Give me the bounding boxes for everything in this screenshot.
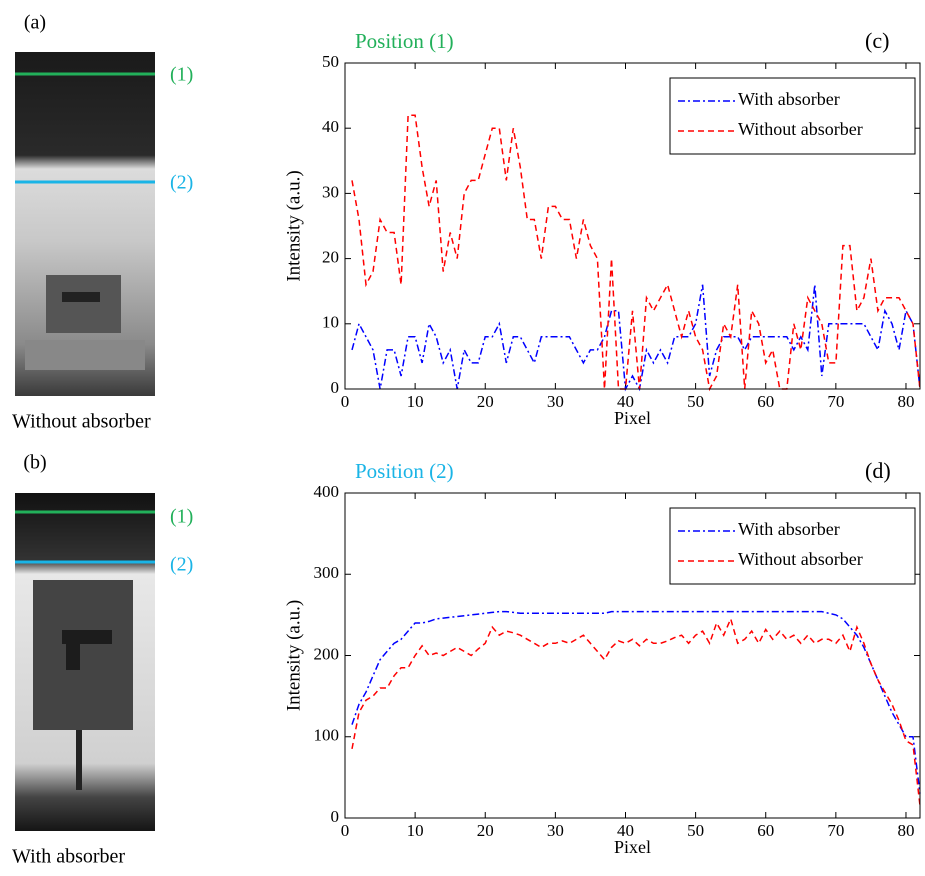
y-tick-label: 30: [322, 182, 339, 201]
axes-box: [344, 62, 921, 390]
legend-label: With absorber: [738, 519, 840, 539]
y-tick-label: 10: [322, 313, 339, 332]
x-axis-label: Pixel: [614, 408, 651, 428]
legend-box: [669, 507, 916, 585]
y-tick-label: 400: [314, 482, 340, 501]
marker-label: (2): [170, 172, 193, 194]
y-tick-label: 0: [331, 807, 340, 826]
y-tick-label: 20: [322, 248, 339, 267]
x-tick-label: 20: [477, 821, 494, 840]
y-axis-label: Intensity (a.u.): [283, 170, 304, 281]
series-line: [351, 610, 921, 794]
marker-label: (1): [170, 64, 193, 86]
legend-label: Without absorber: [738, 119, 863, 139]
x-tick-label: 70: [827, 392, 844, 411]
chart-title: Position (2): [355, 459, 454, 483]
x-tick-label: 40: [617, 392, 634, 411]
y-tick-label: 100: [314, 726, 340, 745]
marker-label: (2): [170, 554, 193, 576]
panel-label: (a): [24, 12, 46, 34]
x-tick-label: 80: [897, 821, 914, 840]
x-tick-label: 60: [757, 392, 774, 411]
x-tick-label: 60: [757, 821, 774, 840]
legend-label: Without absorber: [738, 549, 863, 569]
axes-box: [344, 492, 921, 819]
chart-title: Position (1): [355, 29, 454, 53]
image: [15, 52, 155, 396]
series-line: [351, 114, 921, 392]
panel-label: (d): [865, 458, 891, 483]
x-tick-label: 80: [897, 392, 914, 411]
marker-label: (1): [170, 506, 193, 528]
legend-label: With absorber: [738, 89, 840, 109]
x-axis-label: Pixel: [614, 837, 651, 857]
x-tick-label: 50: [687, 821, 704, 840]
series-line: [351, 284, 921, 392]
y-tick-label: 50: [322, 52, 339, 71]
image: [15, 493, 155, 831]
x-tick-label: 0: [341, 821, 350, 840]
x-tick-label: 30: [547, 821, 564, 840]
y-tick-label: 300: [314, 563, 340, 582]
x-tick-label: 10: [407, 821, 424, 840]
y-tick-label: 40: [322, 117, 339, 136]
y-tick-label: 0: [331, 378, 340, 397]
panel-label: (c): [865, 28, 889, 53]
x-tick-label: 30: [547, 392, 564, 411]
x-tick-label: 50: [687, 392, 704, 411]
caption: With absorber: [12, 846, 125, 868]
series-line: [351, 616, 921, 806]
y-tick-label: 200: [314, 644, 340, 663]
y-axis-label: Intensity (a.u.): [283, 600, 304, 711]
x-tick-label: 10: [407, 392, 424, 411]
x-tick-label: 70: [827, 821, 844, 840]
caption: Without absorber: [12, 411, 151, 433]
panel-label: (b): [23, 452, 46, 474]
x-tick-label: 0: [341, 392, 350, 411]
x-tick-label: 20: [477, 392, 494, 411]
x-tick-label: 40: [617, 821, 634, 840]
legend-box: [669, 77, 916, 155]
